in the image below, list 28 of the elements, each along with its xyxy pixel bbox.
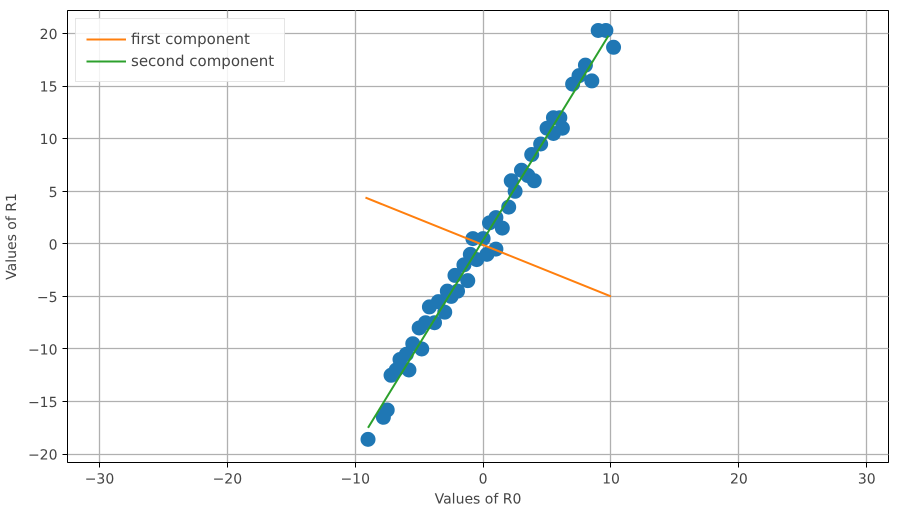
y-tick-label: −15 (28, 395, 58, 412)
y-tick-label: −5 (36, 290, 58, 306)
point (360, 432, 376, 447)
y-tick-label: 15 (40, 80, 58, 96)
y-tick-label: −10 (28, 342, 58, 358)
y-tick-label: 10 (40, 132, 58, 148)
point (526, 173, 542, 188)
point (606, 40, 622, 55)
legend-label: second component (131, 52, 274, 70)
x-tick-label: −20 (212, 472, 242, 488)
point (494, 220, 510, 236)
x-tick-label: −10 (340, 472, 370, 488)
x-tick-label: 30 (858, 472, 876, 488)
x-tick-label: 20 (730, 472, 748, 488)
x-tick-label: −30 (84, 472, 114, 488)
point (380, 402, 395, 418)
point (584, 73, 600, 88)
y-tick-label: 5 (48, 184, 58, 201)
x-tick-label: 10 (602, 472, 620, 488)
point (460, 273, 476, 288)
x-axis-title: Values of R0 (434, 492, 522, 508)
x-tick-label: 0 (478, 472, 488, 488)
y-tick-label: 0 (48, 237, 58, 254)
legend-label: first component (131, 30, 250, 48)
y-tick-label: −20 (28, 448, 58, 464)
y-tick-label: 20 (40, 27, 58, 44)
point (554, 120, 570, 136)
y-axis-title: Values of R1 (4, 193, 20, 280)
